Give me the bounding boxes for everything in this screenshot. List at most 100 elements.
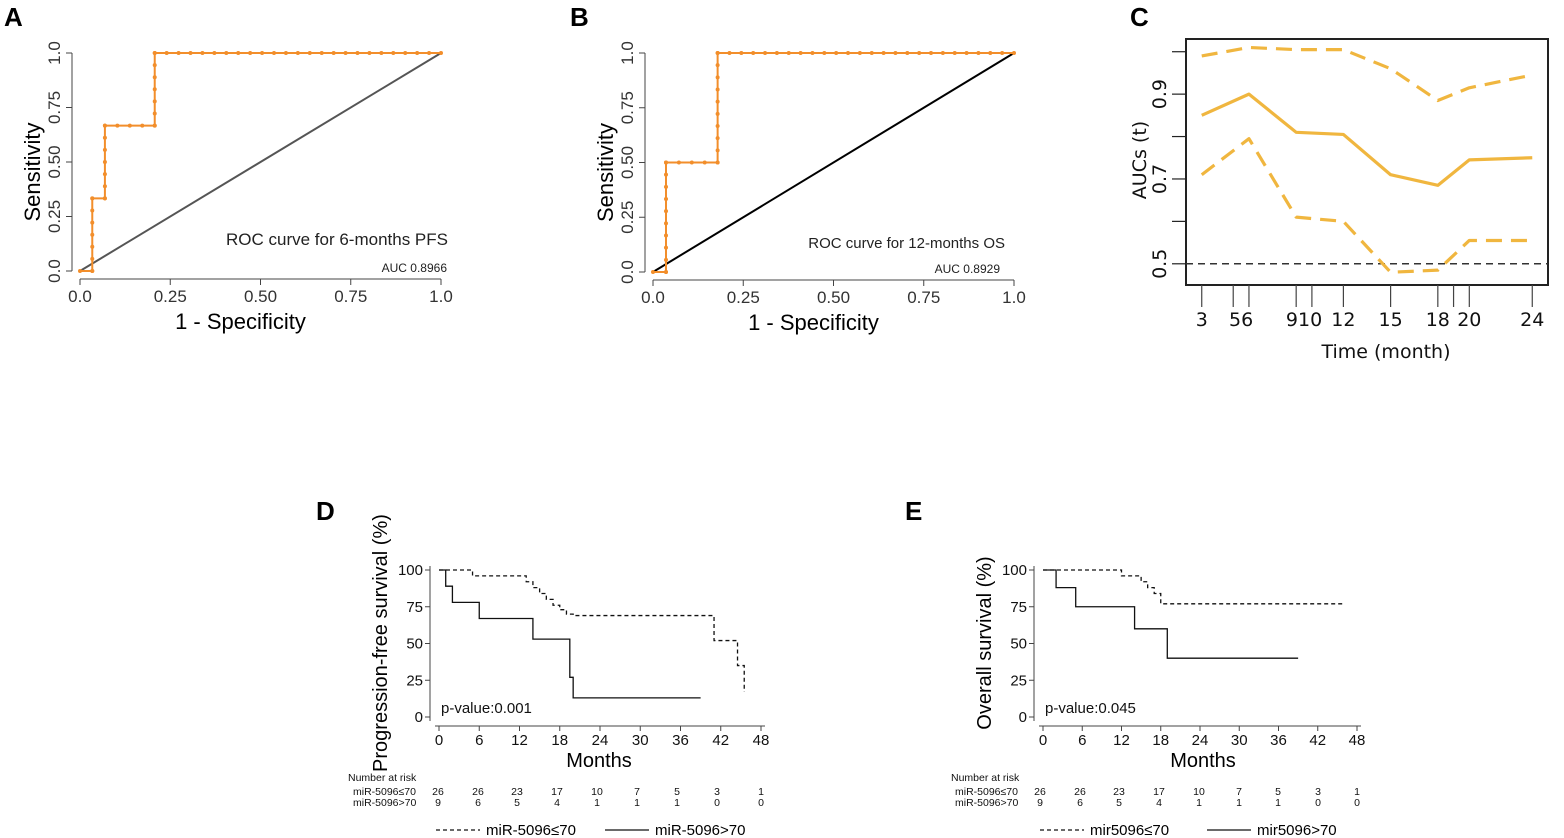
roc-point bbox=[272, 51, 277, 55]
risk-count: 1 bbox=[1354, 786, 1360, 798]
y-tick-label: 0.25 bbox=[618, 201, 637, 234]
roc-point bbox=[739, 51, 744, 55]
roc-point bbox=[152, 87, 157, 92]
roc-point bbox=[90, 196, 95, 201]
roc-point bbox=[663, 221, 668, 226]
risk-count: 26 bbox=[1034, 786, 1046, 798]
roc-point bbox=[893, 51, 898, 55]
roc-point bbox=[102, 184, 107, 189]
x-axis-title: Time (month) bbox=[1320, 341, 1450, 363]
roc-point bbox=[715, 51, 720, 55]
risk-count: 1 bbox=[1196, 797, 1202, 809]
roc-point bbox=[295, 51, 300, 55]
roc-point bbox=[940, 51, 945, 55]
roc-point bbox=[663, 245, 668, 250]
y-tick-label: 1.0 bbox=[618, 41, 637, 65]
x-tick-label: 0.50 bbox=[244, 287, 277, 306]
panel-d: D0 6 12 18 24 30 36 42 480255075100MonthsProgres… bbox=[316, 496, 769, 838]
x-tick-label: 0 bbox=[1039, 732, 1047, 749]
y-tick-label: 0.50 bbox=[618, 146, 637, 179]
roc-point bbox=[715, 136, 720, 141]
risk-count: 0 bbox=[714, 797, 720, 809]
roc-point bbox=[224, 51, 229, 55]
y-tick-label: 75 bbox=[1010, 599, 1027, 616]
roc-point bbox=[78, 269, 82, 273]
x-tick-label: 1.0 bbox=[429, 287, 453, 306]
roc-point bbox=[176, 51, 181, 55]
roc-point bbox=[715, 160, 720, 165]
risk-count: 1 bbox=[1236, 797, 1242, 809]
y-tick-label: 100 bbox=[1002, 562, 1027, 579]
x-tick-label: 30 bbox=[632, 732, 649, 749]
roc-point bbox=[427, 51, 432, 55]
panel-letter: E bbox=[905, 496, 922, 526]
roc-point bbox=[307, 51, 312, 55]
roc-point bbox=[212, 51, 217, 55]
x-tick-label: 24 bbox=[1192, 732, 1209, 749]
roc-point bbox=[331, 51, 336, 55]
y-tick-label: 0.75 bbox=[618, 91, 637, 124]
roc-point bbox=[115, 123, 120, 128]
roc-point bbox=[90, 256, 95, 261]
roc-point bbox=[786, 51, 791, 55]
x-tick-label: 3 bbox=[1196, 309, 1208, 331]
x-tick-label: 0.25 bbox=[727, 288, 760, 307]
roc-point bbox=[988, 51, 993, 55]
x-axis-title: Months bbox=[1170, 750, 1236, 772]
roc-point bbox=[439, 51, 443, 55]
y-tick-label: 75 bbox=[406, 599, 423, 616]
roc-point bbox=[260, 51, 265, 55]
roc-point bbox=[846, 51, 851, 55]
x-axis-title: 1 - Specificity bbox=[175, 309, 306, 334]
roc-point bbox=[663, 257, 668, 262]
roc-point bbox=[905, 51, 910, 55]
roc-title-annotation: ROC curve for 6-months PFS bbox=[226, 230, 448, 249]
x-axis-title: 1 - Specificity bbox=[748, 310, 879, 335]
roc-point bbox=[367, 51, 372, 55]
survival-curve-low bbox=[1043, 569, 1344, 605]
y-tick-label: 0.5 bbox=[1149, 249, 1171, 279]
roc-point bbox=[403, 51, 408, 55]
survival-curve-low bbox=[439, 569, 745, 693]
y-axis-title: AUCs (t) bbox=[1129, 121, 1151, 199]
roc-point bbox=[102, 172, 107, 177]
roc-point bbox=[676, 160, 681, 165]
risk-count: 17 bbox=[1153, 786, 1165, 798]
x-tick-label: 56 bbox=[1229, 309, 1253, 331]
risk-count: 0 bbox=[1315, 797, 1321, 809]
roc-point bbox=[834, 51, 839, 55]
x-tick-label: 0.75 bbox=[907, 288, 940, 307]
legend-label-high: mir5096>70 bbox=[1257, 822, 1337, 838]
roc-point bbox=[102, 160, 107, 164]
panel-letter: C bbox=[1130, 2, 1149, 32]
reference-diagonal-line bbox=[652, 52, 1015, 273]
roc-point bbox=[715, 87, 720, 92]
x-tick-label: 30 bbox=[1231, 732, 1248, 749]
x-tick-label: 18 bbox=[1152, 732, 1169, 749]
roc-point bbox=[964, 51, 969, 55]
x-tick-label: 12 bbox=[1331, 309, 1355, 331]
roc-title-annotation: ROC curve for 12-months OS bbox=[808, 235, 1005, 252]
roc-point bbox=[881, 51, 886, 55]
panel-letter: A bbox=[4, 2, 23, 32]
risk-count: 5 bbox=[1116, 797, 1122, 809]
x-tick-label: 6 bbox=[1078, 732, 1086, 749]
roc-point bbox=[651, 270, 655, 274]
x-tick-label: 48 bbox=[753, 732, 770, 749]
risk-count: 5 bbox=[514, 797, 520, 809]
roc-point bbox=[188, 51, 193, 55]
roc-point bbox=[929, 51, 934, 55]
legend-label-low: mir5096≤70 bbox=[1090, 822, 1169, 838]
panel-letter: B bbox=[570, 2, 589, 32]
roc-point bbox=[751, 51, 756, 55]
y-tick-label: 1.0 bbox=[45, 41, 64, 65]
y-tick-label: 0.7 bbox=[1149, 164, 1171, 194]
risk-count: 23 bbox=[1113, 786, 1125, 798]
risk-row-label: miR-5096>70 bbox=[353, 797, 416, 809]
risk-count: 7 bbox=[1236, 786, 1242, 798]
lower-ci-curve bbox=[1200, 137, 1533, 274]
risk-count: 1 bbox=[634, 797, 640, 809]
risk-count: 6 bbox=[475, 797, 481, 809]
x-tick-label: 15 bbox=[1379, 309, 1403, 331]
